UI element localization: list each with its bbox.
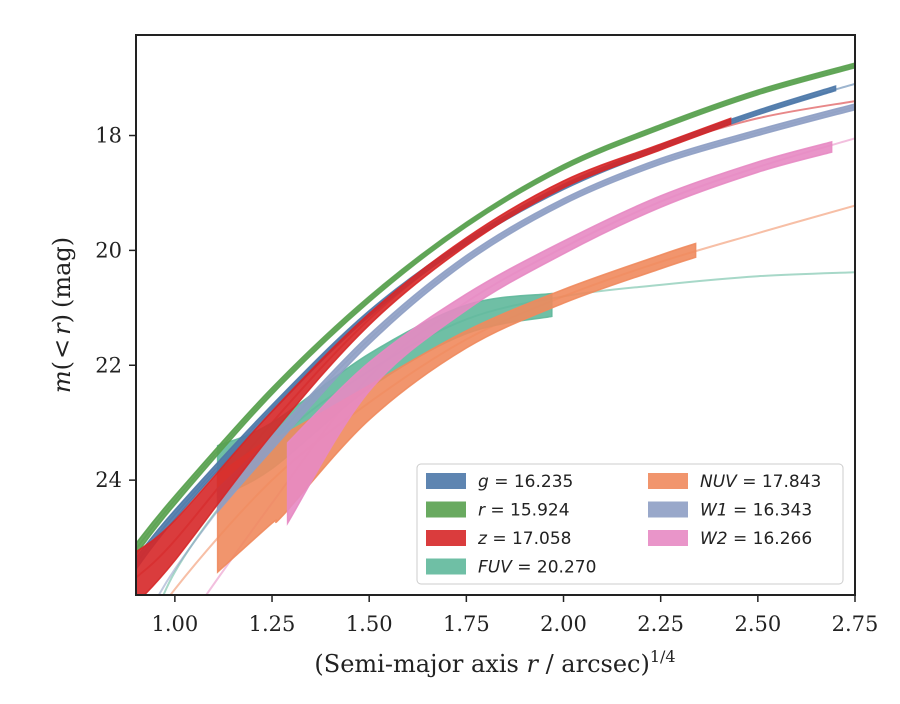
series-z-band (136, 117, 732, 595)
legend-label-w2: W2 = 16.266 (700, 529, 812, 549)
legend-swatch-g (426, 473, 466, 489)
y-axis-title-r: r (48, 322, 76, 335)
y-tick-label: 20 (95, 238, 122, 262)
x-tick-label: 1.25 (249, 612, 296, 636)
y-axis-title-lt: < (48, 339, 76, 359)
x-tick-label: 2.50 (734, 612, 781, 636)
legend: g = 16.235 r = 15.924 z = 17.058 FUV = 20.2… (416, 463, 844, 585)
series-layer (136, 62, 855, 595)
x-tick-label: 1.75 (443, 612, 490, 636)
legend-swatch-w2 (648, 530, 688, 546)
x-tick-label: 1.50 (346, 612, 393, 636)
legend-label-nuv: NUV = 17.843 (700, 472, 821, 492)
x-axis-title-suffix: / arcsec) (538, 650, 650, 678)
legend-swatch-w1 (648, 501, 688, 518)
y-axis: 18 20 22 24 (95, 124, 136, 492)
y-axis-title-m: m (48, 370, 76, 393)
x-axis-title: (Semi-major axis r / arcsec)1/4 (314, 647, 675, 678)
x-tick-label: 2.25 (637, 612, 684, 636)
series-w2-band (286, 140, 833, 526)
y-tick-label: 24 (95, 468, 122, 492)
legend-swatch-nuv (648, 473, 688, 489)
y-axis-title-unit: (mag) (48, 237, 76, 308)
x-tick-label: 2.75 (832, 612, 879, 636)
x-tick-label: 2.00 (540, 612, 587, 636)
y-tick-label: 18 (95, 124, 122, 148)
plot-frame (135, 34, 856, 596)
x-tick-label: 1.00 (151, 612, 198, 636)
legend-label-fuv: FUV = 20.270 (478, 558, 596, 578)
legend-label-w1: W1 = 16.343 (700, 501, 812, 521)
y-axis-title-close: ) (48, 314, 76, 323)
legend-label-r: r = 15.924 (478, 501, 570, 521)
x-axis-title-prefix: (Semi-major axis (314, 650, 526, 678)
series-r-band (136, 62, 855, 557)
x-axis-title-var: r (526, 650, 539, 678)
legend-box (416, 463, 844, 585)
y-tick-label: 22 (95, 353, 122, 377)
x-axis: 1.00 1.25 1.50 1.75 2.00 2.25 2.50 2.75 (151, 595, 878, 636)
y-axis-title: m( < r) (mag) (48, 237, 76, 393)
y-axis-title-open: ( (48, 361, 76, 370)
legend-label-g: g = 16.235 (478, 472, 573, 492)
legend-swatch-z (426, 530, 466, 546)
legend-swatch-fuv (426, 558, 466, 575)
legend-swatch-r (426, 501, 466, 518)
legend-label-z: z = 17.058 (477, 529, 571, 549)
x-axis-title-exponent: 1/4 (650, 647, 676, 666)
